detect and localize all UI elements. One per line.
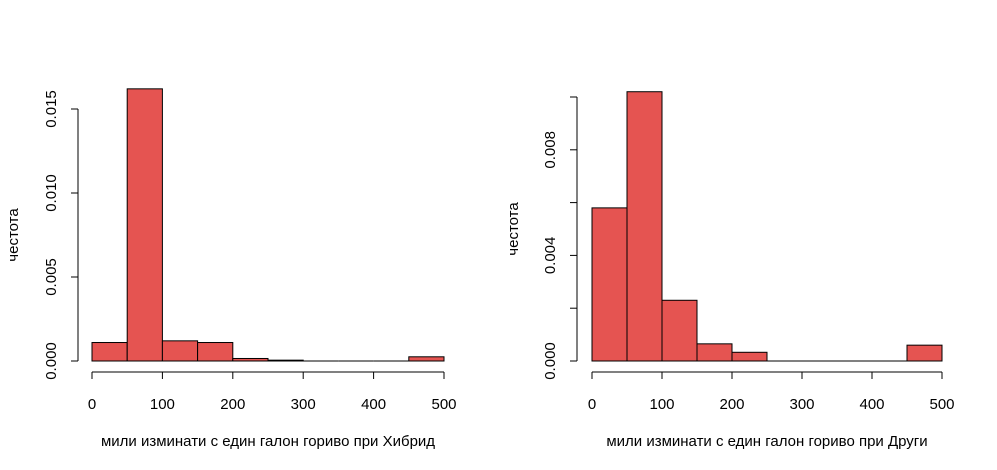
y-tick-label: 0.000 xyxy=(43,342,60,380)
y-axis-label: честота xyxy=(505,202,522,256)
x-axis-label: мили изминати с един галон гориво при Хи… xyxy=(101,433,435,450)
x-tick-label: 300 xyxy=(291,396,316,413)
y-tick-label: 0.015 xyxy=(43,90,60,128)
bars xyxy=(91,88,445,362)
x-axis-label: мили изминати с един галон гориво при Др… xyxy=(606,433,927,450)
histogram-bar xyxy=(161,340,199,362)
histogram-bar xyxy=(731,351,768,362)
histogram-bar xyxy=(696,343,733,362)
x-tick-label: 400 xyxy=(859,396,884,413)
y-tick-label: 0.000 xyxy=(542,342,559,380)
histogram-bar xyxy=(126,88,163,362)
histogram-other: 0 100 200 300 400 500 0.000 0.004 0.008 мили из… xyxy=(505,91,955,450)
y-tick-label: 0.005 xyxy=(43,258,60,296)
x-tick-label: 300 xyxy=(789,396,814,413)
x-axis: 0 100 200 300 400 500 xyxy=(88,371,457,413)
x-tick-label: 0 xyxy=(588,396,596,413)
histogram-bar xyxy=(267,359,304,362)
x-tick-label: 0 xyxy=(88,396,96,413)
histogram-bar xyxy=(591,207,628,362)
y-axis-label: честота xyxy=(5,208,22,262)
x-tick-label: 500 xyxy=(929,396,954,413)
y-tick-label: 0.010 xyxy=(43,174,60,212)
x-tick-label: 100 xyxy=(649,396,674,413)
histogram-bar xyxy=(661,299,698,362)
histogram-bar xyxy=(626,91,663,362)
x-tick-label: 400 xyxy=(361,396,386,413)
x-tick-label: 100 xyxy=(150,396,175,413)
x-tick-label: 200 xyxy=(220,396,245,413)
histogram-bar xyxy=(906,344,943,362)
x-axis: 0 100 200 300 400 500 xyxy=(588,371,955,413)
x-tick-label: 200 xyxy=(719,396,744,413)
y-tick-label: 0.008 xyxy=(542,131,559,169)
histogram-bar xyxy=(232,357,269,362)
bars xyxy=(591,91,943,362)
histogram-bar xyxy=(408,356,445,362)
x-tick-label: 500 xyxy=(431,396,456,413)
histogram-hybrid: 0 100 200 300 400 500 0.000 0.005 0.010 0.015 ми… xyxy=(5,88,457,450)
histogram-bar xyxy=(91,342,128,362)
histogram-bar xyxy=(197,342,234,362)
y-axis: 0.000 0.004 0.008 xyxy=(542,96,578,380)
y-tick-label: 0.004 xyxy=(542,237,559,275)
y-axis: 0.000 0.005 0.010 0.015 xyxy=(43,90,79,380)
